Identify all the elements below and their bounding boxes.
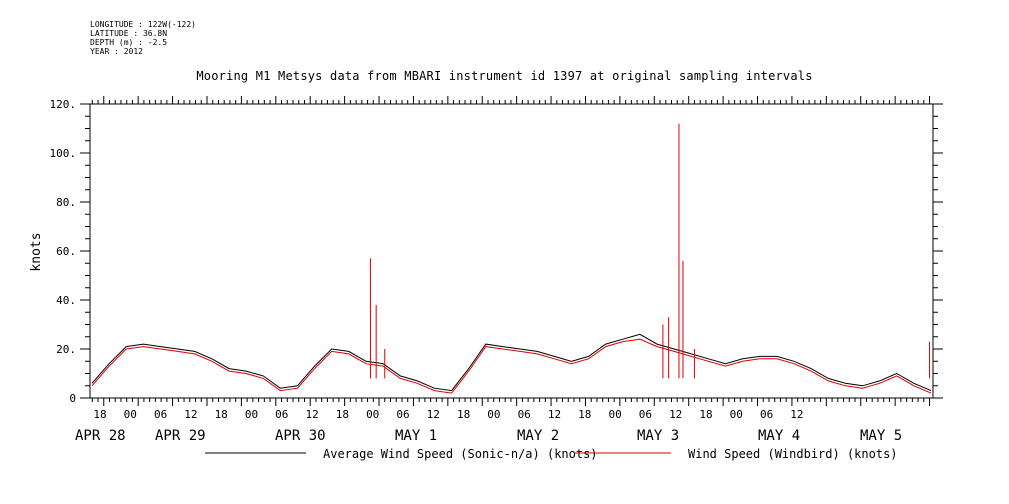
- x-hour-label: 18: [215, 408, 228, 421]
- x-hour-label: 00: [730, 408, 743, 421]
- x-hour-label: 06: [275, 408, 288, 421]
- x-hour-label: 00: [487, 408, 500, 421]
- x-hour-label: 06: [154, 408, 167, 421]
- x-hour-label: 12: [790, 408, 803, 421]
- x-date-label: MAY 2: [517, 428, 559, 444]
- x-hour-label: 12: [427, 408, 440, 421]
- y-tick-label: 0: [69, 392, 76, 405]
- x-date-label: MAY 5: [860, 428, 902, 444]
- x-hour-label: 12: [305, 408, 318, 421]
- tick-marks: [80, 96, 943, 406]
- x-hour-label: 18: [93, 408, 106, 421]
- series-line-windbird: [91, 338, 932, 394]
- y-axis-label: knots: [29, 232, 44, 271]
- y-tick-label: 20.: [56, 343, 76, 356]
- x-hour-label: 00: [124, 408, 137, 421]
- y-tick-label: 120.: [50, 98, 77, 111]
- x-hour-label: 18: [578, 408, 591, 421]
- x-date-label: MAY 3: [637, 428, 679, 444]
- x-date-label: APR 28: [75, 428, 126, 444]
- x-date-label: APR 29: [155, 428, 206, 444]
- x-hour-label: 06: [760, 408, 773, 421]
- x-hour-label: 18: [457, 408, 470, 421]
- x-hour-label: 12: [669, 408, 682, 421]
- series-lines: [91, 123, 932, 394]
- x-hour-label: 00: [366, 408, 379, 421]
- y-tick-label: 100.: [50, 147, 77, 160]
- x-date-label: MAY 1: [395, 428, 437, 444]
- year-text: YEAR : 2012: [90, 47, 143, 56]
- depth-text: DEPTH (m) : -2.5: [90, 38, 168, 47]
- chart-title: Mooring M1 Metsys data from MBARI instru…: [196, 69, 813, 83]
- series-line-average-wind: [91, 333, 932, 392]
- x-date-label: MAY 4: [758, 428, 800, 444]
- tick-labels: 0 20. 40. 60. 80. 100. 120. 18 00 06 12 18 00 06 12 18 0…: [50, 98, 903, 444]
- longitude-text: LONGITUDE : 122W(-122): [90, 20, 196, 29]
- x-hour-label: 06: [518, 408, 531, 421]
- axes: [89, 103, 934, 399]
- x-hour-label: 00: [245, 408, 258, 421]
- y-tick-label: 80.: [56, 196, 76, 209]
- y-tick-label: 60.: [56, 245, 76, 258]
- x-date-label: APR 30: [275, 428, 326, 444]
- plot-frame: [89, 103, 934, 399]
- x-hour-label: 12: [548, 408, 561, 421]
- x-hour-label: 06: [396, 408, 409, 421]
- x-hour-label: 18: [699, 408, 712, 421]
- legend-label-series2: Wind Speed (Windbird) (knots): [688, 447, 898, 461]
- metadata-block: LONGITUDE : 122W(-122) LATITUDE : 36.8N …: [90, 20, 196, 56]
- y-tick-label: 40.: [56, 294, 76, 307]
- x-hour-label: 12: [184, 408, 197, 421]
- x-hour-label: 18: [336, 408, 349, 421]
- legend-label-series1: Average Wind Speed (Sonic-n/a) (knots): [323, 447, 598, 461]
- latitude-text: LATITUDE : 36.8N: [90, 29, 168, 38]
- x-hour-label: 06: [639, 408, 652, 421]
- x-hour-label: 00: [608, 408, 621, 421]
- legend: Average Wind Speed (Sonic-n/a) (knots) W…: [205, 447, 898, 461]
